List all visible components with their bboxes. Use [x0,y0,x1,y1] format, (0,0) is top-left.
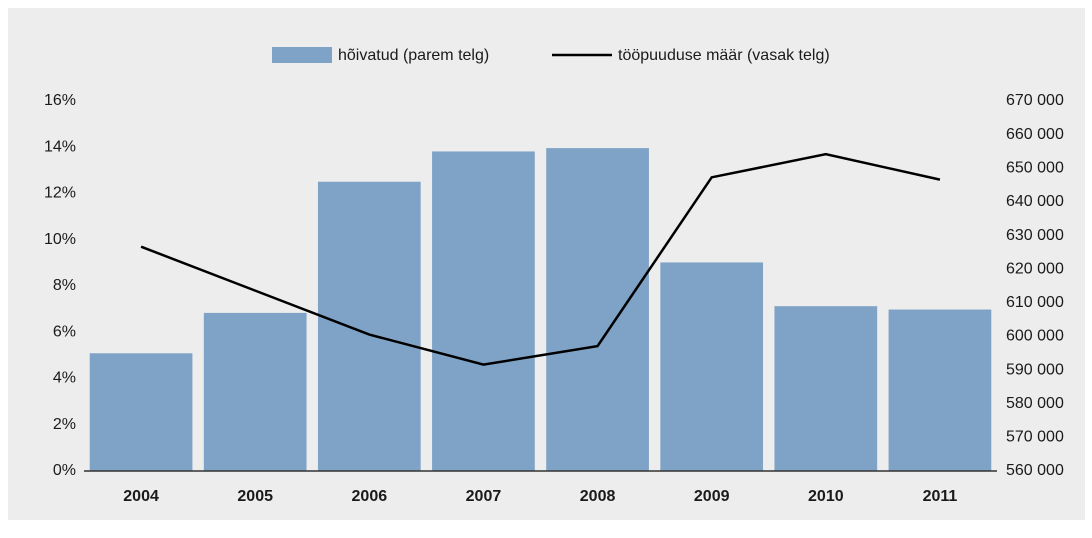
y2-tick-label: 560 000 [1006,462,1064,479]
y-tick-label: 12% [44,185,76,202]
y2-tick-label: 670 000 [1006,92,1064,109]
bar [203,312,307,471]
y2-tick-label: 600 000 [1006,328,1064,345]
y-tick-label: 16% [44,92,76,109]
y2-tick-label: 590 000 [1006,361,1064,378]
bar [317,181,421,471]
bar [432,151,535,472]
y-tick-label: 6% [53,323,76,340]
x-tick-label: 2005 [237,488,273,505]
y-tick-label: 4% [53,370,76,387]
x-tick-label: 2011 [923,488,958,505]
bar [89,353,193,471]
y2-tick-label: 640 000 [1006,193,1064,210]
y2-tick-label: 570 000 [1006,429,1064,446]
x-tick-label: 2004 [123,488,159,505]
y2-tick-label: 620 000 [1006,260,1064,277]
bar [888,309,992,471]
x-tick-label: 2006 [352,488,388,505]
line [140,152,941,366]
bar [774,306,878,471]
y-tick-label: 0% [53,462,76,479]
y2-tick-label: 580 000 [1006,395,1064,412]
y-tick-label: 14% [44,138,76,155]
y2-tick-label: 610 000 [1006,294,1064,311]
x-tick-label: 2007 [466,488,502,505]
x-tick-label: 2010 [808,488,844,505]
y2-tick-label: 650 000 [1006,159,1064,176]
y-tick-label: 10% [44,231,76,248]
x-tick-label: 2009 [694,488,730,505]
y2-tick-label: 630 000 [1006,227,1064,244]
y-tick-label: 8% [53,277,76,294]
legend-label: hõivatud (parem telg) [338,47,489,64]
y-tick-label: 2% [53,416,76,433]
bar [546,148,649,471]
x-tick-label: 2008 [580,488,616,505]
legend-label: tööpuuduse määr (vasak telg) [618,47,830,64]
bar [660,262,764,471]
legend-swatch [272,47,332,63]
y2-tick-label: 660 000 [1006,126,1064,143]
